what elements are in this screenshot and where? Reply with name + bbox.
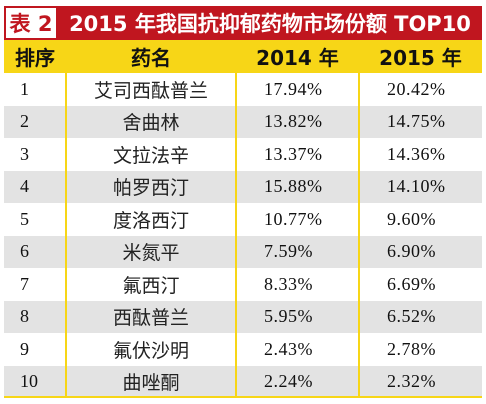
table-row: 1 艾司西酞普兰 17.94% 20.42%	[4, 73, 482, 106]
table-row: 7 氟西汀 8.33% 6.69%	[4, 268, 482, 301]
rank-cell: 2	[20, 111, 29, 132]
drug-name-cell: 氟伏沙明	[112, 339, 189, 362]
share-2014-cell: 15.88%	[264, 176, 323, 197]
column-divider	[65, 40, 67, 398]
share-2014-cell: 2.43%	[264, 338, 313, 359]
rank-cell: 10	[20, 371, 38, 392]
drug-name-cell: 帕罗西汀	[112, 177, 189, 200]
share-2015-cell: 20.42%	[387, 78, 446, 99]
rank-cell: 5	[20, 208, 29, 229]
rank-cell: 7	[20, 273, 29, 294]
header-2015: 2015 年	[379, 46, 462, 70]
rank-cell: 6	[20, 241, 29, 262]
drug-name-cell: 米氮平	[122, 242, 180, 265]
table-title: 2015 年我国抗抑郁药物市场份额 TOP10	[58, 6, 482, 40]
drug-name-cell: 西酞普兰	[112, 307, 189, 330]
rank-cell: 3	[20, 143, 29, 164]
table-row: 3 文拉法辛 13.37% 14.36%	[4, 138, 482, 171]
header-2014: 2014 年	[256, 46, 339, 70]
share-2014-cell: 7.59%	[264, 241, 313, 262]
rank-cell: 8	[20, 306, 29, 327]
share-2014-cell: 17.94%	[264, 78, 323, 99]
table-row: 10 曲唑酮 2.24% 2.32%	[4, 365, 482, 398]
column-divider	[358, 40, 360, 398]
share-2014-cell: 8.33%	[264, 273, 313, 294]
share-2015-cell: 2.32%	[387, 371, 436, 392]
share-2014-cell: 13.82%	[264, 111, 323, 132]
rank-cell: 4	[20, 176, 29, 197]
table-row: 6 米氮平 7.59% 6.90%	[4, 235, 482, 268]
table-body: 1 艾司西酞普兰 17.94% 20.42% 2 舍曲林 13.82% 14.75% 3 文拉法辛…	[4, 73, 482, 398]
share-2015-cell: 14.36%	[387, 143, 446, 164]
column-divider	[235, 40, 237, 398]
share-2015-cell: 14.75%	[387, 111, 446, 132]
share-2015-cell: 14.10%	[387, 176, 446, 197]
share-2015-cell: 6.90%	[387, 241, 436, 262]
share-2015-cell: 2.78%	[387, 338, 436, 359]
table-row: 4 帕罗西汀 15.88% 14.10%	[4, 170, 482, 203]
share-2015-cell: 6.52%	[387, 306, 436, 327]
share-2014-cell: 5.95%	[264, 306, 313, 327]
table-row: 2 舍曲林 13.82% 14.75%	[4, 105, 482, 138]
share-2015-cell: 9.60%	[387, 208, 436, 229]
table-row: 5 度洛西汀 10.77% 9.60%	[4, 203, 482, 236]
drug-name-cell: 曲唑酮	[122, 372, 180, 395]
market-share-table: 表 2 2015 年我国抗抑郁药物市场份额 TOP10 排序 药名 2014 年…	[4, 6, 482, 398]
header-drug-name: 药名	[131, 46, 171, 70]
drug-name-cell: 舍曲林	[122, 112, 180, 135]
table-header-row: 排序 药名 2014 年 2015 年	[4, 40, 482, 73]
drug-name-cell: 文拉法辛	[112, 144, 189, 167]
share-2014-cell: 10.77%	[264, 208, 323, 229]
table-title-bar: 表 2 2015 年我国抗抑郁药物市场份额 TOP10	[4, 6, 482, 40]
table-number-tag: 表 2	[4, 6, 58, 40]
rank-cell: 9	[20, 338, 29, 359]
share-2014-cell: 2.24%	[264, 371, 313, 392]
table-row: 8 西酞普兰 5.95% 6.52%	[4, 300, 482, 333]
table-bottom-border	[4, 396, 482, 398]
drug-name-cell: 艾司西酞普兰	[93, 79, 208, 102]
drug-name-cell: 氟西汀	[122, 274, 180, 297]
table-row: 9 氟伏沙明 2.43% 2.78%	[4, 333, 482, 366]
header-rank: 排序	[15, 46, 55, 70]
share-2015-cell: 6.69%	[387, 273, 436, 294]
share-2014-cell: 13.37%	[264, 143, 323, 164]
drug-name-cell: 度洛西汀	[112, 209, 189, 232]
rank-cell: 1	[20, 78, 29, 99]
